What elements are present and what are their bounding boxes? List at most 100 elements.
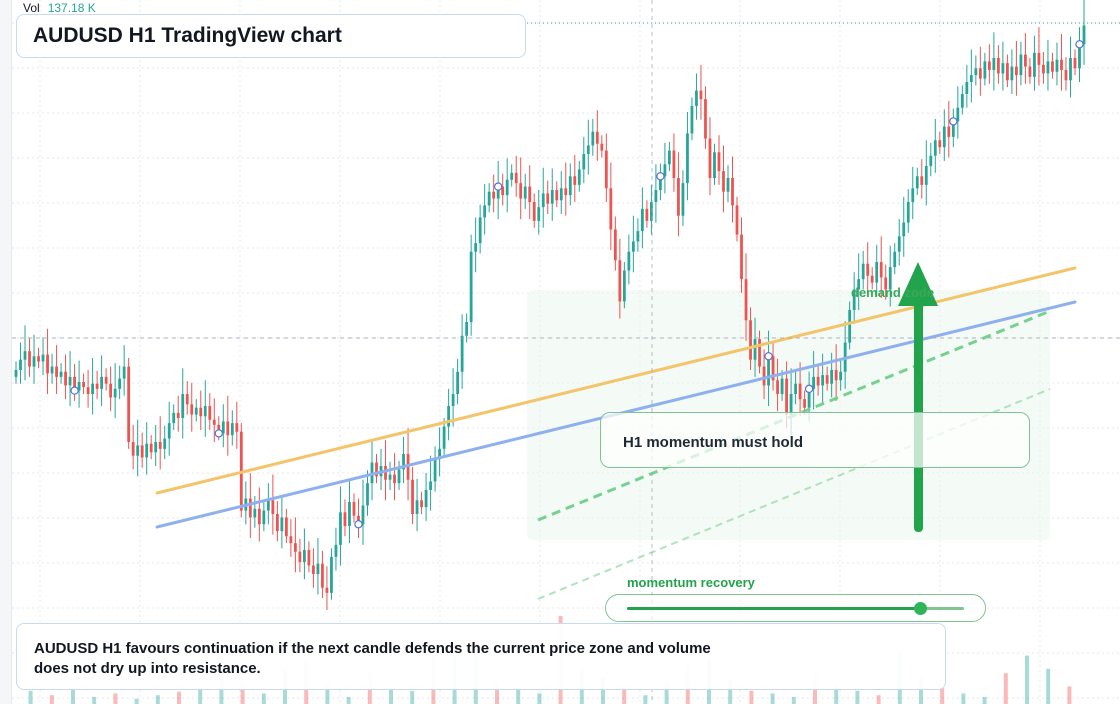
candle-body [1064, 70, 1068, 81]
candle-body [411, 479, 414, 514]
volume-bar [961, 693, 966, 704]
momentum-recovery-meter[interactable] [605, 594, 986, 622]
signal-marker-circle [656, 172, 665, 181]
candle-body [330, 556, 333, 593]
volume-bar [410, 690, 415, 704]
volume-readout: Vol 137.18 K [23, 1, 96, 15]
commentary-card: AUDUSD H1 favours continuation if the ne… [16, 623, 946, 690]
candle-body [1028, 66, 1032, 77]
candle-body [978, 68, 982, 79]
volume-bar [240, 682, 245, 704]
candle-body [974, 68, 978, 76]
candle-body [262, 510, 266, 525]
candle-body [14, 370, 18, 377]
candle-body [762, 366, 766, 386]
candle-body [1078, 44, 1081, 69]
candle-body [194, 407, 198, 415]
candle-body [740, 234, 743, 280]
candle-body [600, 143, 604, 151]
candle-body [402, 454, 405, 470]
candle-body [456, 371, 460, 394]
momentum-thumb[interactable] [914, 602, 928, 615]
candle-body [316, 563, 320, 574]
candle-body [586, 145, 590, 154]
candle-body [510, 172, 514, 180]
candle-body [897, 236, 901, 252]
candle-body [41, 354, 45, 362]
candle-body [1069, 58, 1072, 81]
candle-body [73, 376, 76, 391]
candle-body [631, 241, 635, 252]
candle-body [208, 406, 212, 420]
candle-body [911, 188, 915, 202]
candle-body [474, 243, 478, 252]
candle-body [1055, 59, 1059, 72]
volume-bar [1003, 673, 1008, 704]
volume-bar [177, 691, 181, 704]
candle-body [559, 188, 563, 201]
candle-body [154, 442, 158, 453]
candle-body [28, 351, 31, 367]
volume-bar [325, 684, 330, 704]
candle-body [82, 382, 85, 388]
candle-body [906, 202, 910, 223]
candle-body [767, 356, 770, 386]
candle-body [640, 208, 644, 232]
candle-body [654, 190, 658, 202]
candle-body [226, 421, 230, 436]
candle-body [1015, 66, 1018, 76]
candle-body [181, 394, 185, 418]
candlestick-series[interactable] [14, 0, 1086, 610]
title-card: AUDUSD H1 TradingView chart [16, 14, 526, 58]
candle-body [429, 481, 432, 490]
candle-body [848, 310, 852, 343]
candle-body [46, 354, 49, 374]
volume-bar [71, 688, 75, 704]
volume-bar [855, 690, 860, 704]
candle-body [447, 406, 451, 427]
signal-marker-circle [214, 429, 223, 438]
commentary-line-2: does not dry up into resistance. [34, 660, 261, 677]
volume-bar [28, 690, 33, 704]
candle-body [523, 186, 527, 199]
candle-body [469, 251, 473, 322]
candle-body [104, 376, 108, 384]
volume-bar [770, 693, 775, 704]
candle-body [163, 438, 167, 449]
candle-body [753, 339, 757, 360]
volume-value: 137.18 K [47, 1, 96, 15]
candle-body [487, 191, 491, 206]
candle-body [789, 394, 793, 415]
volume-bar [791, 696, 796, 704]
volume-bar [49, 695, 54, 704]
volume-bar [1067, 686, 1072, 704]
candle-body [965, 82, 969, 94]
candle-body [55, 366, 58, 377]
candle-body [185, 394, 189, 405]
candle-body [830, 370, 834, 384]
candle-body [735, 205, 739, 235]
candle-body [969, 75, 973, 82]
candle-body [915, 176, 919, 189]
candle-body [348, 502, 351, 526]
candle-body [713, 152, 716, 178]
candle-body [420, 500, 423, 508]
candle-body [722, 171, 725, 192]
candle-body [366, 483, 369, 506]
candle-body [825, 375, 829, 384]
candle-body [749, 320, 752, 360]
candle-body [875, 262, 879, 283]
candle-body [1024, 54, 1027, 67]
candle-body [514, 172, 518, 184]
candle-body [59, 371, 63, 377]
signal-markers [70, 40, 1084, 529]
candle-body [1037, 52, 1041, 65]
candle-body [857, 279, 861, 290]
candle-body [681, 183, 685, 216]
candle-body [803, 399, 807, 408]
candle-body [780, 378, 784, 394]
candle-body [131, 442, 135, 456]
volume-bar [389, 686, 393, 704]
momentum-fill [627, 607, 921, 610]
